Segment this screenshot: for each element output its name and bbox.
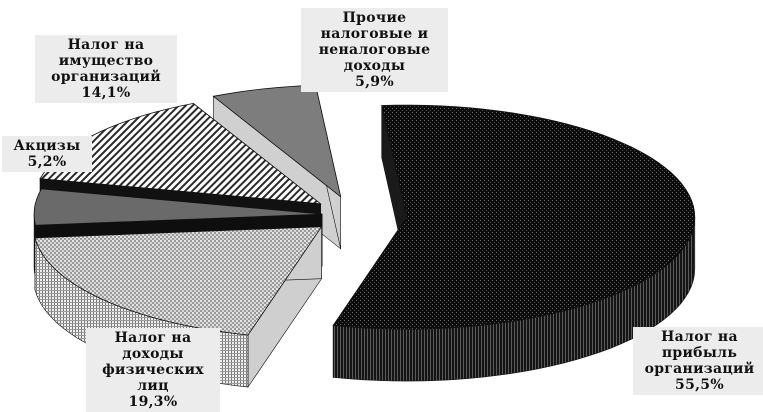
- slice-label-line: организаций: [51, 69, 161, 85]
- slice-label-0: Налог на прибыль организаций 55,5%: [633, 327, 763, 395]
- slice-label-line: доходы: [122, 346, 184, 362]
- slice-label-2: Акцизы 5,2%: [2, 136, 92, 172]
- slice-label-line: Налог на: [661, 329, 738, 345]
- slice-value-label: 14,1%: [81, 85, 131, 101]
- slice-label-4: Прочие налоговые и неналоговые доходы 5,9%: [301, 8, 448, 92]
- slice-label-line: физических: [102, 362, 204, 378]
- slice-value-label: 55,5%: [675, 377, 724, 393]
- slice-label-line: Налог на: [114, 330, 192, 346]
- slice-label-line: лиц: [137, 378, 169, 394]
- slice-label-line: налоговые и: [320, 26, 429, 42]
- slice-label-1: Налог на доходы физических лиц 19,3%: [86, 328, 220, 412]
- slice-label-line: доходы: [343, 58, 406, 74]
- slice-label-line: прибыль: [661, 345, 738, 361]
- slice-value-label: 5,9%: [355, 74, 394, 90]
- slice-label-line: Налог на: [67, 37, 145, 53]
- slice-label-line: имущество: [58, 53, 154, 69]
- slice-label-line: Акцизы: [13, 138, 81, 154]
- slice-0-top: [332, 104, 696, 330]
- slice-label-line: организаций: [644, 361, 755, 377]
- slice-value-label: 5,2%: [27, 154, 67, 170]
- slice-value-label: 19,3%: [128, 394, 178, 410]
- slice-label-line: Прочие: [342, 10, 407, 26]
- slice-2-top: [33, 188, 323, 226]
- slice-label-3: Налог на имущество организаций 14,1%: [35, 35, 177, 103]
- slice-label-line: неналоговые: [318, 42, 431, 58]
